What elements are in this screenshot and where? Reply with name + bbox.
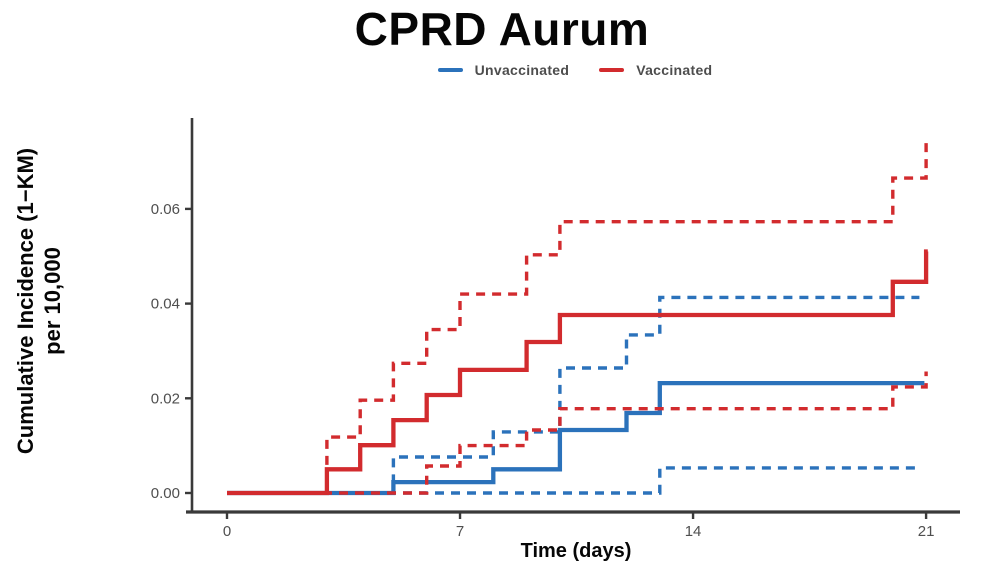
x-tick-label: 21	[918, 523, 935, 540]
chart-title: CPRD Aurum	[354, 3, 650, 55]
axes	[186, 118, 960, 514]
y-tick-label: 0.06	[151, 201, 180, 218]
x-tick-label: 7	[456, 523, 464, 540]
series-unvaccinated-lower-95-ci	[227, 466, 920, 495]
x-tick-label: 0	[223, 523, 231, 540]
x-axis-title: Time (days)	[520, 540, 632, 562]
y-tick-label: 0.00	[151, 485, 180, 502]
legend: Unvaccinated Vaccinated	[190, 62, 960, 78]
legend-item-vaccinated: Vaccinated	[599, 62, 712, 78]
axis-ticks: 0.00 0.02 0.04 0.06 0 7 14 21	[151, 201, 935, 540]
vaccinated-line-swatch	[599, 67, 625, 73]
legend-label-unvaccinated: Unvaccinated	[474, 62, 570, 78]
series-vaccinated-lower-95-ci	[227, 371, 928, 495]
y-tick-label: 0.04	[151, 296, 180, 313]
series-vaccinated-estimate	[227, 249, 929, 496]
series-vaccinated-upper-95-ci	[227, 141, 928, 495]
y-tick-label: 0.02	[151, 390, 180, 407]
legend-label-vaccinated: Vaccinated	[636, 62, 713, 78]
legend-item-unvaccinated: Unvaccinated	[437, 62, 570, 78]
unvaccinated-line-swatch	[437, 67, 463, 73]
series-lines	[227, 141, 929, 496]
x-tick-label: 14	[685, 523, 702, 540]
series-unvaccinated-upper-95-ci	[227, 295, 920, 495]
